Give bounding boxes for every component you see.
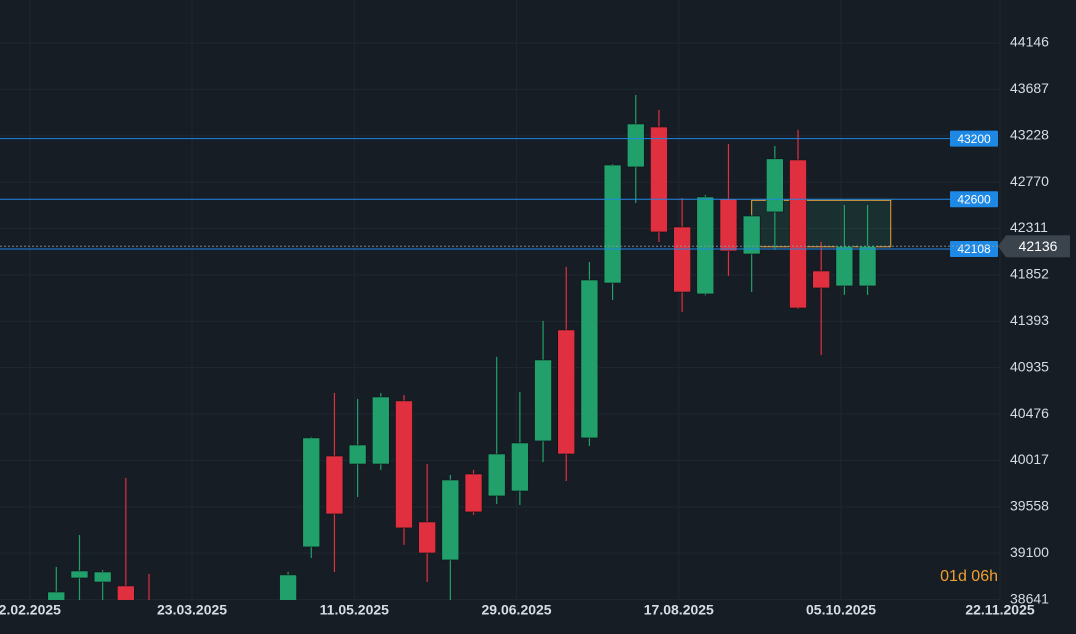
- candle-body: [673, 226, 691, 293]
- y-tick-label: 42770: [1010, 173, 1049, 189]
- x-tick-label: 22.11.2025: [965, 602, 1035, 618]
- last-price-tag: [998, 235, 1070, 258]
- candle-body: [302, 437, 321, 548]
- x-tick-label: 23.03.2025: [157, 602, 227, 618]
- candle-body: [487, 453, 506, 497]
- candle-body: [464, 473, 483, 513]
- candle-body: [117, 585, 135, 600]
- y-tick-label: 40017: [1010, 451, 1049, 467]
- y-tick-label: 40935: [1010, 358, 1049, 374]
- candle-body: [835, 245, 854, 287]
- candle-body: [395, 400, 413, 529]
- candle-body: [441, 479, 460, 561]
- grid: [0, 0, 1001, 601]
- candle-body: [789, 159, 807, 309]
- candle-body: [534, 359, 552, 442]
- candle-body: [742, 215, 761, 255]
- y-tick-label: 43228: [1010, 126, 1049, 142]
- candle-body: [812, 270, 830, 289]
- candle-body: [580, 279, 599, 439]
- y-tick-label: 38641: [1010, 590, 1049, 606]
- plot-area: [47, 94, 892, 600]
- price-line-label: 42600: [957, 192, 991, 206]
- y-tick-label: 44146: [1010, 34, 1049, 50]
- y-tick-label: 40476: [1010, 405, 1049, 421]
- candle-body: [325, 455, 344, 515]
- candle-body: [418, 521, 436, 554]
- y-tick-label: 42311: [1010, 219, 1048, 235]
- candle-body: [650, 126, 668, 233]
- candle-body: [557, 329, 576, 455]
- y-tick-label: 39100: [1010, 544, 1049, 560]
- candle-body: [603, 164, 622, 284]
- x-tick-label: 17.08.2025: [644, 602, 714, 618]
- candle-body: [766, 158, 784, 213]
- candle-body: [348, 444, 367, 465]
- y-tick-label: 39558: [1010, 498, 1049, 514]
- y-tick-label: 43687: [1010, 80, 1049, 96]
- price-line-tag: [950, 130, 998, 147]
- candle-body: [93, 571, 112, 583]
- candle-body: [371, 396, 390, 465]
- price-line-label: 42108: [957, 242, 991, 256]
- price-line-tag: [950, 241, 998, 258]
- x-tick-label: 11.05.2025: [320, 602, 390, 618]
- x-tick-label: 29.06.2025: [482, 602, 552, 618]
- last-price-label: 42136: [1019, 238, 1058, 254]
- candle-body: [719, 198, 738, 252]
- price-line-tag: [950, 191, 998, 208]
- candle-body: [47, 591, 66, 600]
- candle-body: [626, 123, 645, 168]
- candle-body: [279, 574, 297, 600]
- y-tick-label: 41393: [1010, 312, 1049, 328]
- x-tick-label: 2.02.2025: [0, 602, 61, 618]
- candle-body: [696, 196, 715, 295]
- y-tick-label: 41852: [1010, 266, 1049, 282]
- candle-body: [70, 570, 89, 579]
- overlay: 38641 39100 39558 40017 40476 40935 41393 41852…: [0, 34, 1070, 618]
- x-tick-label: 05.10.2025: [806, 602, 876, 618]
- countdown: 01d 06h: [940, 568, 998, 585]
- candle-body: [858, 245, 877, 287]
- price-line-label: 43200: [957, 132, 991, 146]
- candle-body: [511, 442, 529, 492]
